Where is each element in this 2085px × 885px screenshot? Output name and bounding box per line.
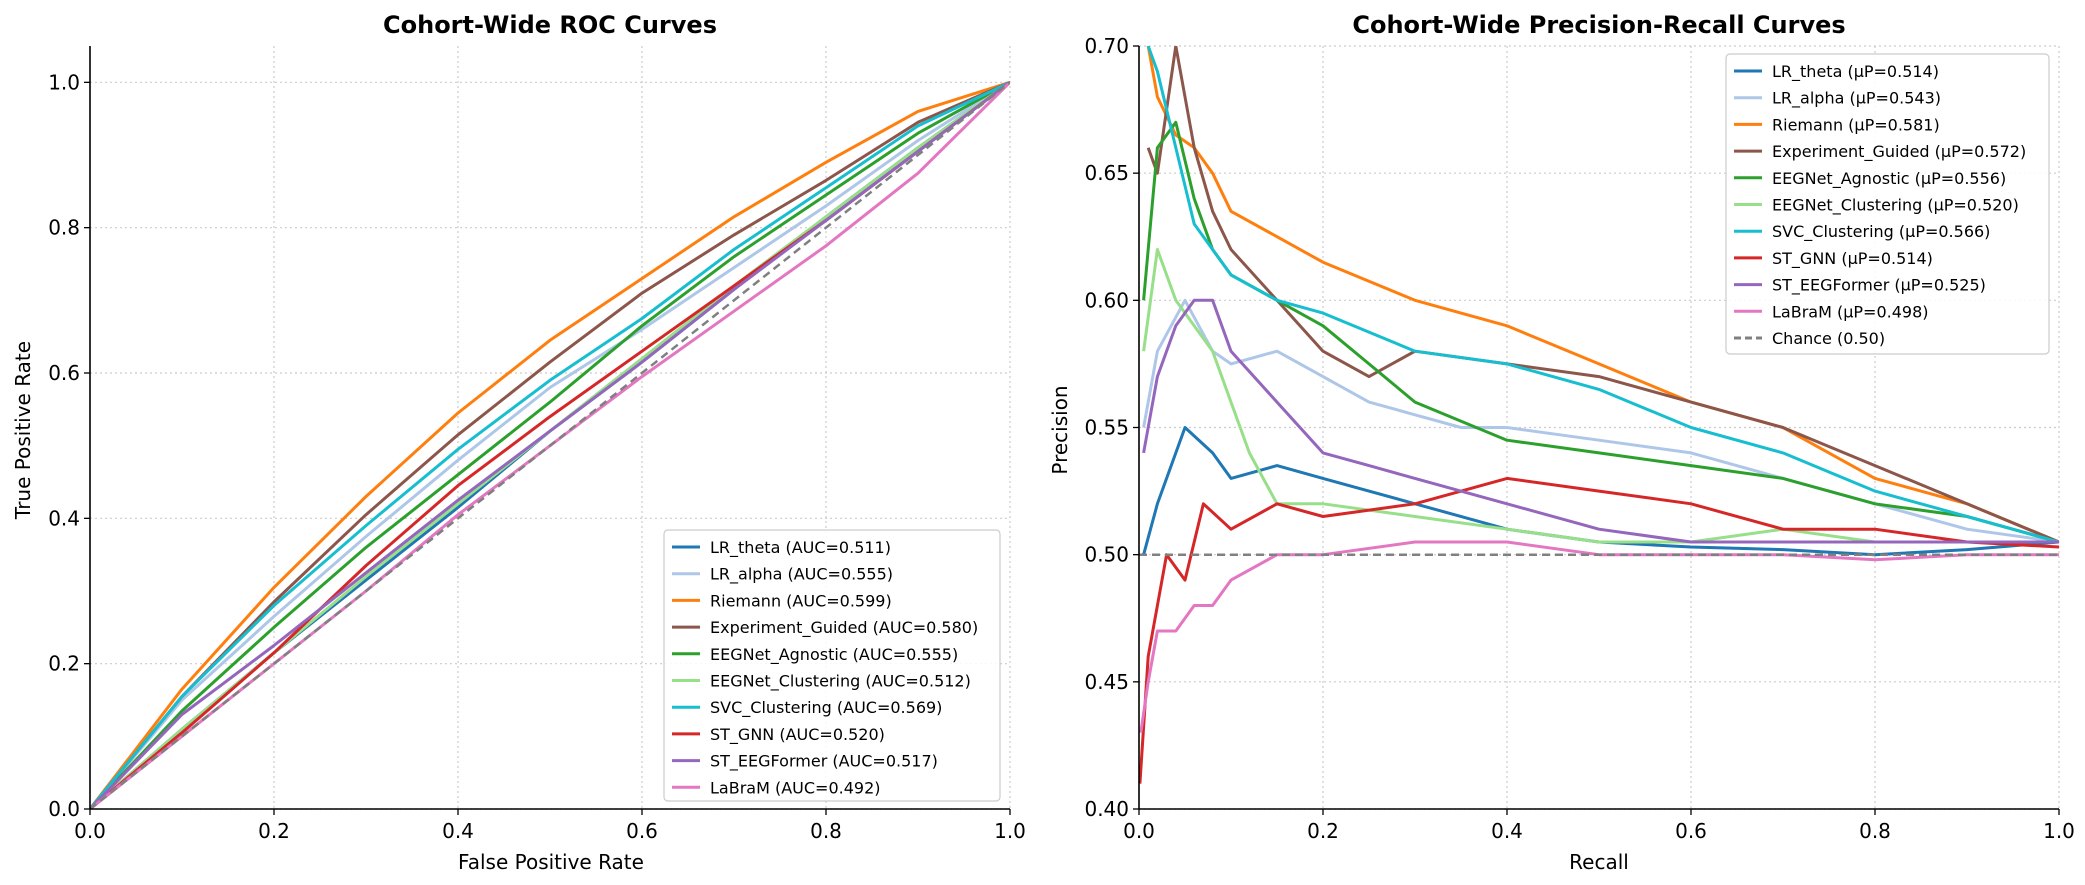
legend-label: EEGNet_Clustering (μP=0.520) [1772, 196, 2019, 216]
x-tick-label: 0.6 [626, 819, 658, 843]
series-line [1146, 46, 2059, 544]
legend-label: Chance (0.50) [1772, 329, 1885, 348]
roc-ticks: 0.0 0.2 0.4 0.6 0.8 1.0 0.0 0.2 0.4 0.6 0.8 1.0 [48, 70, 1026, 843]
roc-x-axis-label: False Positive Rate [458, 850, 644, 874]
y-tick-label: 1.0 [48, 70, 80, 94]
legend-label: LR_alpha (μP=0.543) [1772, 89, 1941, 109]
series-line [1142, 248, 2059, 544]
x-tick-label: 0.2 [258, 819, 290, 843]
legend-label: LR_theta (μP=0.514) [1772, 62, 1939, 82]
x-tick-label: 0.4 [1491, 819, 1523, 843]
y-tick-label: 0.2 [48, 652, 80, 676]
x-tick-label: 0.8 [810, 819, 842, 843]
series-line [1146, 46, 2059, 544]
series-line [90, 80, 1010, 809]
legend-label: EEGNet_Agnostic (μP=0.556) [1772, 169, 2006, 189]
pr-chart-title: Cohort-Wide Precision-Recall Curves [1352, 11, 1845, 39]
series-line [90, 80, 1010, 809]
series-line [1142, 120, 2059, 544]
y-tick-label: 0.45 [1084, 670, 1129, 694]
series-line [1142, 298, 2059, 544]
legend-label: SVC_Clustering (AUC=0.569) [710, 698, 942, 718]
y-tick-label: 0.40 [1084, 797, 1129, 821]
roc-panel: 0.0 0.2 0.4 0.6 0.8 1.0 0.0 0.2 0.4 0.6 0.8 1.0 Coh… [11, 11, 1026, 874]
roc-axes [89, 46, 1010, 810]
y-tick-label: 0.55 [1084, 416, 1129, 440]
legend-box [1725, 53, 2050, 355]
series-line [90, 80, 1010, 809]
pr-panel: 0.0 0.2 0.4 0.6 0.8 1.0 0.40 0.45 0.50 0.55 0.60 0.… [1048, 11, 2075, 874]
legend-label: ST_GNN (AUC=0.520) [710, 725, 885, 745]
legend-label: Riemann (μP=0.581) [1772, 115, 1940, 134]
legend-label: ST_EEGFormer (AUC=0.517) [710, 752, 938, 772]
roc-legend: LR_theta (AUC=0.511) LR_alpha (AUC=0.555)… [663, 529, 1001, 802]
series-line [1139, 476, 2059, 784]
x-tick-label: 1.0 [994, 819, 1026, 843]
legend-label: SVC_Clustering (μP=0.566) [1772, 222, 1990, 242]
legend-label: EEGNet_Agnostic (AUC=0.555) [710, 645, 958, 665]
y-tick-label: 0.0 [48, 797, 80, 821]
series-line [1146, 46, 2059, 544]
x-tick-label: 1.0 [2043, 819, 2075, 843]
y-tick-label: 0.6 [48, 361, 80, 385]
chance-line [90, 81, 1010, 809]
series-line [90, 81, 1010, 809]
roc-y-axis-label: True Positive Rate [11, 341, 35, 520]
legend-label: LaBraM (μP=0.498) [1772, 302, 1929, 321]
x-tick-label: 0.0 [1123, 819, 1155, 843]
pr-x-axis-label: Recall [1569, 850, 1629, 874]
pr-legend: LR_theta (μP=0.514) LR_alpha (μP=0.543) Ri… [1725, 53, 2050, 355]
x-tick-label: 0.0 [74, 819, 106, 843]
legend-label: LaBraM (AUC=0.492) [710, 778, 881, 797]
legend-box [663, 529, 1001, 802]
legend-label: ST_EEGFormer (μP=0.525) [1772, 276, 1986, 296]
x-tick-label: 0.2 [1307, 819, 1339, 843]
pr-ticks: 0.0 0.2 0.4 0.6 0.8 1.0 0.40 0.45 0.50 0.55 0.60 0.… [1084, 34, 2074, 843]
y-tick-label: 0.8 [48, 216, 80, 240]
y-tick-label: 0.65 [1084, 161, 1129, 185]
y-tick-label: 0.50 [1084, 543, 1129, 567]
legend-label: LR_alpha (AUC=0.555) [710, 565, 893, 585]
legend-label: Experiment_Guided (μP=0.572) [1772, 142, 2026, 162]
y-tick-label: 0.70 [1084, 34, 1129, 58]
x-tick-label: 0.8 [1859, 819, 1891, 843]
legend-label: LR_theta (AUC=0.511) [710, 538, 891, 558]
legend-label: ST_GNN (μP=0.514) [1772, 249, 1933, 269]
legend-label: Riemann (AUC=0.599) [710, 591, 892, 610]
roc-series-group [90, 80, 1010, 809]
series-line [90, 81, 1010, 809]
x-tick-label: 0.4 [442, 819, 474, 843]
pr-y-axis-label: Precision [1048, 385, 1072, 474]
legend-label: EEGNet_Clustering (AUC=0.512) [710, 672, 971, 692]
x-tick-label: 0.6 [1675, 819, 1707, 843]
legend-label: Experiment_Guided (AUC=0.580) [710, 618, 978, 638]
y-tick-label: 0.4 [48, 506, 80, 530]
series-line [90, 80, 1010, 809]
roc-chart-title: Cohort-Wide ROC Curves [383, 11, 717, 39]
pr-series-group [1139, 46, 2059, 784]
y-tick-label: 0.60 [1084, 288, 1129, 312]
